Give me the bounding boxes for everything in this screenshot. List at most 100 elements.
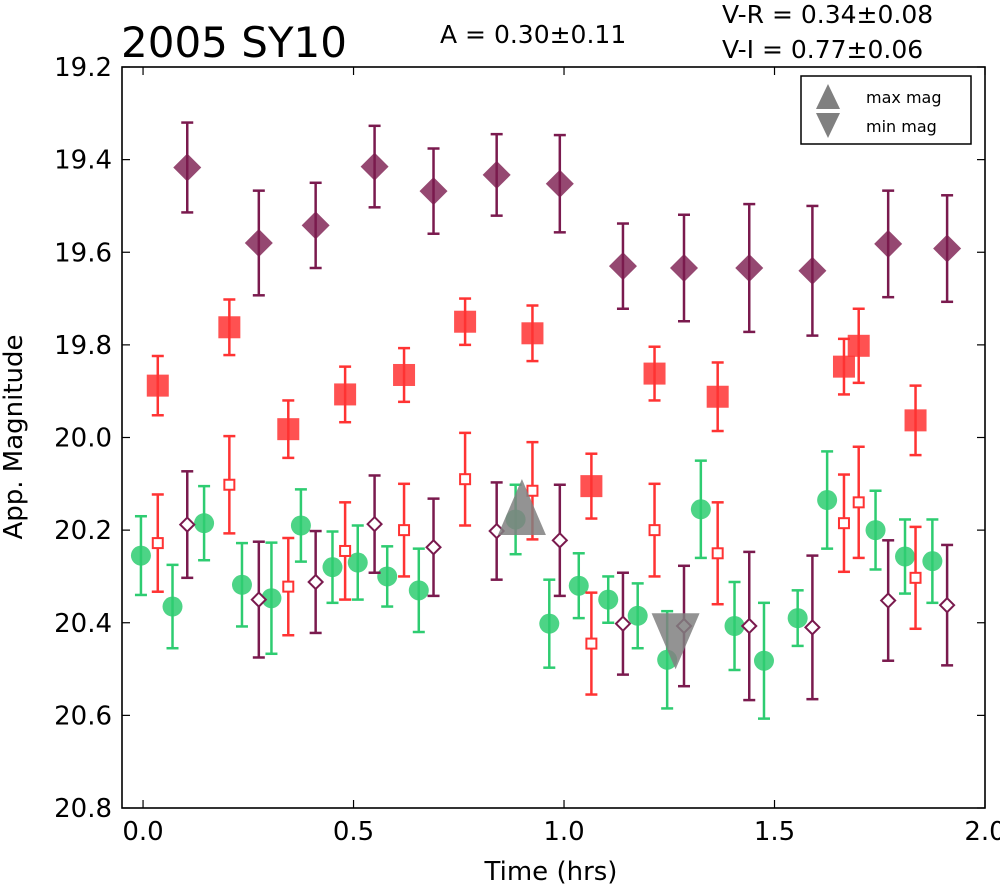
square-point [643,362,666,385]
y-tick-label: 19.6 [54,238,112,268]
circle-point [377,566,398,587]
circle-point [627,605,648,626]
circle-point [130,545,151,566]
diamond-point [482,160,511,189]
legend: max mag min mag [800,75,972,145]
circle-point [347,552,368,573]
diamond-point [301,211,330,240]
diamond-point [360,152,389,181]
square-point [580,475,603,498]
circle-point [322,557,343,578]
x-tick-label: 0.0 [122,817,163,847]
square-point [282,580,295,593]
y-tick-label: 20.0 [54,424,112,454]
y-tick-label: 19.4 [54,146,112,176]
series-red-square-open [151,431,922,696]
diamond-point [366,515,383,533]
marks-layer [130,121,962,720]
circle-point [787,608,808,629]
min-mag-legend-icon [816,113,840,138]
square-point [648,524,661,537]
diamond-point [545,169,574,198]
series-dark-diamond-filled [173,121,962,337]
diamond-point [735,253,764,282]
v-i-annotation: V-I = 0.77±0.06 [722,35,923,64]
legend-label-min-mag: min mag [866,117,937,136]
x-axis-label: Time (hrs) [484,857,618,887]
diamond-point [933,234,962,263]
square-point [223,478,236,491]
circle-point [922,551,943,572]
diamond-point [307,573,325,591]
x-tick-label: 0.5 [333,817,374,847]
diamond-point [798,256,827,285]
square-point [334,383,357,406]
square-point [711,547,724,560]
square-point [218,316,241,339]
x-tick-label: 2.0 [964,817,1000,847]
square-point [526,484,539,497]
circle-point [231,574,252,595]
diamond-point [614,615,632,633]
chart-title: 2005 SY10 [121,18,347,67]
y-tick-label: 19.8 [54,331,112,361]
circle-point [408,580,429,601]
diamond-point [608,252,637,281]
circle-point [865,520,886,541]
diamond-point [740,617,758,635]
y-tick-label: 20.6 [54,701,112,731]
y-axis-label: App. Magnitude [0,334,29,539]
amplitude-annotation: A = 0.30±0.11 [440,20,626,49]
square-point [837,517,850,530]
circle-point [817,490,838,511]
circle-point [568,575,589,596]
square-point [706,385,729,408]
diamond-point [551,531,569,549]
square-point [904,409,927,432]
square-point [521,322,544,345]
diamond-point [803,618,821,636]
square-point [454,310,477,333]
min-mag-marker [651,613,700,670]
square-point [585,637,598,650]
square-point [146,374,169,397]
circle-point [598,589,619,610]
circle-point [895,546,916,567]
diamond-point [173,153,202,182]
square-point [393,363,416,386]
circle-point [261,588,282,609]
square-point [909,571,922,584]
y-tick-label: 20.8 [54,794,112,824]
series-red-square-filled [146,297,927,520]
y-tick-label: 19.2 [54,53,112,83]
square-point [832,355,855,378]
square-point [852,496,865,509]
square-point [398,524,411,537]
diamond-point [879,592,897,609]
diamond-point [425,538,442,556]
max-mag-legend-icon [816,84,840,109]
max-mag-marker [497,478,546,535]
legend-label-max-mag: max mag [866,88,942,107]
circle-point [162,596,183,617]
v-r-annotation: V-R = 0.34±0.08 [722,0,933,29]
circle-point [753,650,774,671]
square-point [277,418,300,441]
circle-point [290,515,311,536]
diamond-point [419,177,448,206]
diamond-point [874,229,903,258]
diamond-point [178,516,196,533]
diamond-point [244,228,273,257]
square-point [847,334,870,357]
diamond-point [670,253,699,282]
y-tick-label: 20.2 [54,516,112,546]
ticks-layer: 0.0 0.5 1.0 1.5 2.0 19.2 19.4 19.6 19.8 20.0 20.2 2… [54,53,1000,847]
circle-point [539,613,560,634]
y-tick-label: 20.4 [54,609,112,639]
x-tick-label: 1.0 [543,817,584,847]
circle-point [724,615,745,636]
x-tick-label: 1.5 [754,817,795,847]
series-dark-diamond-open [178,470,956,702]
square-point [459,473,472,486]
